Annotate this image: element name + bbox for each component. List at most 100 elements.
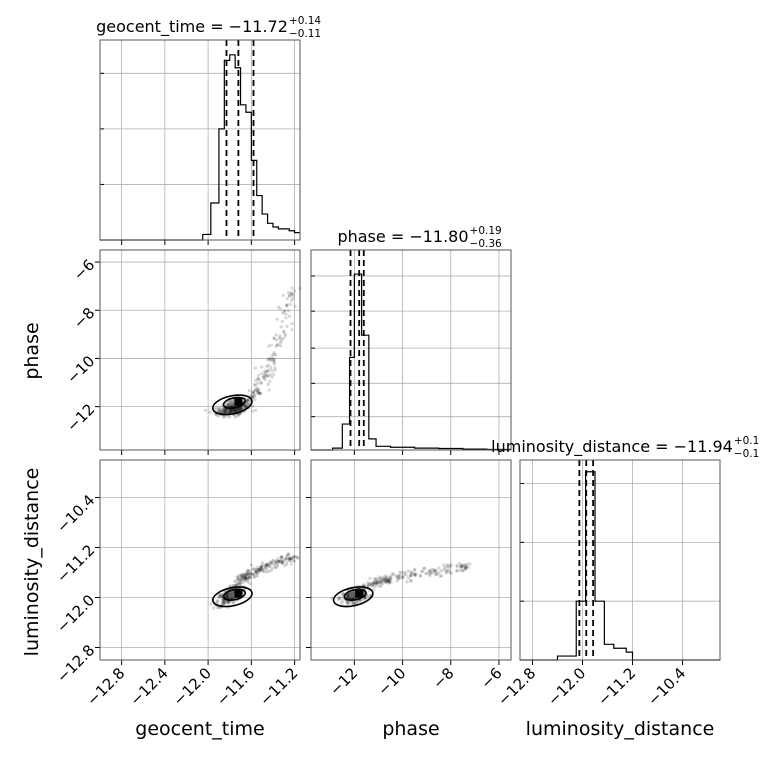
scatter-point — [424, 571, 428, 575]
scatter-point — [444, 569, 448, 574]
scatter-point — [351, 601, 355, 605]
scatter-point — [280, 319, 284, 324]
scatter-point — [347, 601, 351, 606]
scatter-point — [254, 387, 258, 391]
scatter-point — [265, 562, 269, 566]
panel-frame — [99, 459, 301, 661]
scatter-point — [272, 564, 276, 568]
scatter-point — [225, 401, 229, 405]
scatter-point — [420, 569, 424, 574]
scatter-point — [236, 583, 240, 587]
scatter-point — [267, 565, 271, 569]
scatter-point — [290, 298, 294, 302]
scatter-point — [259, 566, 263, 570]
scatter-point — [253, 383, 257, 387]
scatter-point — [449, 571, 453, 576]
scatter-point — [242, 573, 246, 577]
title-error-minus: −0.11 — [289, 28, 321, 40]
scatter-point — [463, 565, 467, 570]
scatter-point — [455, 568, 459, 573]
scatter-point — [346, 595, 350, 599]
scatter-point — [256, 389, 260, 393]
scatter-point — [234, 408, 238, 412]
scatter-point — [389, 580, 393, 584]
scatter-point — [278, 307, 282, 311]
scatter-point — [230, 410, 234, 414]
scatter-point — [272, 336, 276, 340]
scatter-point — [291, 294, 295, 298]
scatter-point — [242, 404, 247, 408]
scatter-point — [227, 415, 232, 419]
scatter-point — [404, 573, 408, 577]
scatter-point — [268, 379, 272, 384]
scatter-point — [266, 374, 270, 378]
scatter-point — [414, 573, 418, 577]
scatter-point — [408, 573, 413, 577]
scatter-point — [256, 567, 260, 571]
scatter-point — [251, 395, 255, 399]
scatter-point — [212, 606, 216, 610]
scatter-point — [265, 563, 269, 567]
scatter-point — [256, 571, 261, 575]
scatter-point — [445, 569, 449, 573]
scatter-point — [290, 286, 294, 290]
scatter-point — [221, 599, 225, 603]
scatter-point — [245, 400, 249, 404]
scatter-point — [345, 599, 349, 604]
scatter-point — [282, 329, 286, 333]
scatter-point — [444, 571, 448, 575]
ylabel-phase: phase — [21, 322, 43, 379]
tick-label-y: −12.8 — [53, 641, 98, 686]
scatter-point — [220, 597, 224, 601]
scatter-point — [223, 408, 227, 412]
scatter-point — [403, 570, 407, 574]
scatter-point — [428, 571, 432, 575]
scatter-point — [384, 580, 388, 584]
scatter-point — [252, 567, 256, 571]
scatter-point — [463, 566, 467, 570]
scatter-point — [396, 577, 400, 581]
scatter-point — [249, 563, 253, 567]
scatter-point — [378, 580, 382, 585]
scatter-point — [281, 336, 285, 341]
scatter-point — [378, 585, 382, 589]
scatter-point — [245, 398, 249, 403]
scatter-point — [229, 409, 233, 413]
scatter-point — [225, 595, 229, 599]
scatter-point — [258, 569, 262, 573]
scatter-point — [247, 572, 251, 576]
scatter-point — [458, 561, 462, 566]
scatter-point — [255, 381, 260, 385]
scatter-point — [272, 357, 276, 362]
scatter-point — [236, 575, 240, 580]
scatter-point — [282, 330, 286, 334]
tick-label-y: −11.2 — [53, 541, 98, 586]
scatter-point — [437, 570, 441, 575]
scatter-point — [257, 378, 262, 382]
scatter-point — [423, 566, 427, 570]
scatter-point — [245, 568, 249, 572]
scatter-point — [244, 578, 248, 582]
scatter-point — [235, 575, 239, 579]
scatter-point — [386, 579, 391, 583]
scatter-point — [286, 291, 291, 295]
scatter-point — [460, 565, 464, 569]
scatter-point — [290, 322, 294, 326]
scatter-point — [353, 601, 358, 605]
scatter-point — [243, 576, 247, 580]
scatter-point — [280, 555, 284, 559]
scatter-point — [234, 409, 238, 413]
scatter-point — [259, 564, 263, 569]
scatter-point — [270, 561, 274, 565]
scatter-point — [239, 579, 243, 583]
scatter-point — [248, 575, 252, 579]
scatter-point — [427, 569, 431, 573]
scatter-point — [284, 557, 288, 561]
scatter-point — [292, 555, 296, 559]
scatter-point — [236, 408, 240, 412]
scatter-point — [265, 369, 269, 373]
scatter-point — [245, 577, 249, 581]
scatter-point — [228, 408, 232, 413]
scatter-point — [455, 569, 459, 573]
scatter-point — [346, 594, 350, 598]
